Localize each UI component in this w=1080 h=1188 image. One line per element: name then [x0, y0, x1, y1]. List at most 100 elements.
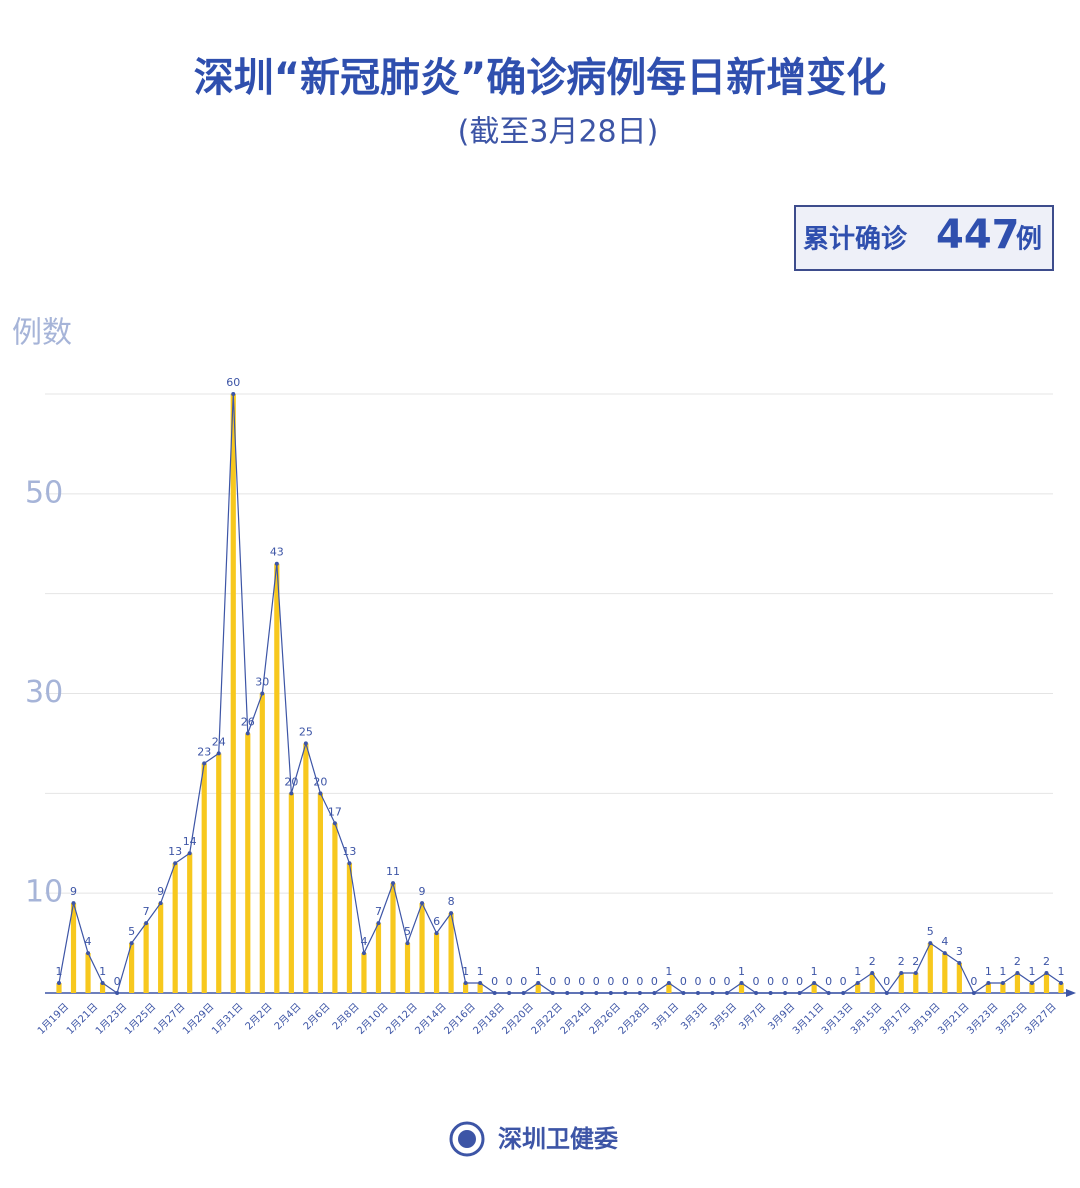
- bar: [85, 953, 91, 993]
- point: [1000, 981, 1005, 986]
- bar: [274, 563, 280, 993]
- data-label: 1: [1058, 965, 1065, 978]
- bar: [317, 793, 323, 993]
- bar: [942, 953, 948, 993]
- total-label: 累计确诊: [803, 224, 908, 255]
- bar: [259, 693, 265, 993]
- point: [318, 791, 323, 796]
- x-tick-label: 3月1日: [650, 1001, 682, 1033]
- x-tick-label: 3月3日: [679, 1001, 711, 1033]
- point: [812, 981, 817, 986]
- total-value: 447: [936, 212, 1020, 258]
- data-label: 0: [622, 975, 629, 988]
- point: [942, 951, 947, 956]
- data-label: 0: [970, 975, 977, 988]
- data-label: 0: [767, 975, 774, 988]
- point: [550, 991, 555, 995]
- data-label: 0: [564, 975, 571, 988]
- bar: [913, 973, 919, 993]
- bar: [201, 763, 207, 993]
- point: [710, 991, 715, 995]
- bar: [1014, 973, 1021, 993]
- x-tick-label: 2月20日: [500, 1001, 536, 1037]
- data-label: 13: [342, 845, 356, 858]
- point: [1015, 971, 1020, 976]
- bar: [1043, 973, 1050, 993]
- data-label: 1: [999, 965, 1006, 978]
- bar: [738, 983, 745, 993]
- point: [841, 991, 846, 995]
- bar: [477, 983, 483, 993]
- data-label: 1: [477, 965, 484, 978]
- y-tick-label: 50: [25, 475, 63, 510]
- total-unit: 例: [1016, 225, 1042, 255]
- bar: [956, 963, 962, 993]
- data-label: 0: [782, 975, 789, 988]
- point: [158, 901, 163, 906]
- data-label: 24: [212, 735, 226, 748]
- bar: [535, 983, 541, 993]
- data-label: 1: [462, 965, 469, 978]
- bar: [448, 913, 454, 993]
- logo: [449, 1121, 485, 1157]
- data-label: 5: [128, 925, 135, 938]
- chart-subtitle: (截至3月28日): [458, 115, 659, 150]
- point: [405, 941, 410, 946]
- point: [478, 981, 483, 986]
- point: [826, 991, 831, 995]
- point: [637, 991, 642, 995]
- x-tick-label: 3月21日: [935, 1001, 971, 1037]
- point: [231, 392, 236, 396]
- data-label: 0: [753, 975, 760, 988]
- point: [957, 961, 962, 966]
- data-label: 1: [985, 965, 992, 978]
- bar: [70, 903, 77, 993]
- point: [1059, 981, 1063, 986]
- point: [565, 991, 570, 995]
- data-label: 2: [1043, 955, 1050, 968]
- bar: [143, 923, 149, 993]
- x-tick-label: 2月12日: [384, 1001, 420, 1037]
- data-label: 2: [869, 955, 876, 968]
- data-label: 0: [491, 975, 498, 988]
- x-tick-label: 3月5日: [708, 1001, 740, 1033]
- point: [391, 881, 395, 886]
- data-label: 9: [419, 885, 426, 898]
- point: [86, 951, 91, 956]
- x-tick-label: 2月22日: [529, 1001, 565, 1037]
- point: [245, 731, 250, 736]
- bar: [361, 953, 367, 993]
- point: [928, 941, 933, 946]
- data-label: 20: [284, 775, 298, 788]
- data-label: 0: [796, 975, 803, 988]
- data-label: 17: [328, 805, 342, 818]
- point: [783, 991, 788, 995]
- data-label: 9: [70, 885, 77, 898]
- data-label: 30: [255, 676, 269, 689]
- point: [521, 991, 526, 995]
- bar: [433, 933, 440, 993]
- point: [579, 991, 584, 995]
- data-label: 0: [883, 975, 890, 988]
- data-label: 7: [375, 905, 382, 918]
- bar: [985, 983, 991, 993]
- data-label: 5: [927, 925, 934, 938]
- bar: [99, 983, 106, 993]
- data-label: 43: [270, 546, 284, 559]
- point: [129, 941, 134, 946]
- point: [144, 921, 149, 926]
- total-box: [794, 205, 1054, 271]
- x-tick-label: 3月11日: [790, 1001, 826, 1037]
- point: [797, 991, 802, 995]
- bar: [303, 743, 309, 993]
- data-label: 60: [226, 376, 240, 389]
- point: [173, 861, 178, 866]
- bar: [56, 983, 62, 993]
- x-tick-label: 1月31日: [209, 1001, 245, 1037]
- bar: [332, 823, 338, 993]
- data-label: 6: [433, 915, 440, 928]
- footer: 深圳卫健委: [498, 1125, 618, 1153]
- point: [594, 991, 599, 995]
- data-label: 20: [313, 775, 327, 788]
